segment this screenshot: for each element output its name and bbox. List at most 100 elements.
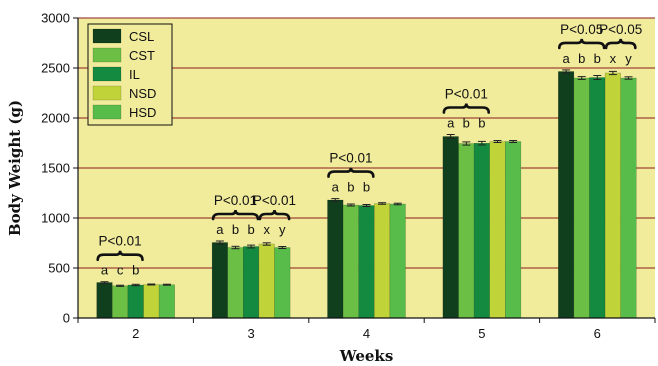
significance-brace [442,103,490,114]
significance-brace [258,209,291,221]
legend-swatch [92,47,122,63]
error-bar [393,202,402,206]
bar [327,199,344,319]
significance-brace [604,38,637,50]
significance-letter: a [447,116,455,131]
y-tick-label: 2000 [41,111,70,126]
significance-brace [327,167,375,178]
bar [489,141,506,319]
bar [274,247,291,319]
legend-swatch [92,66,122,82]
y-tick-label: 500 [48,261,70,276]
error-bar [346,203,355,207]
error-bar [462,141,471,146]
y-tick-label: 0 [63,311,70,326]
p-value-label: P<0.01 [214,193,257,208]
error-bar [247,244,256,249]
y-tick-label: 1000 [41,211,70,226]
error-bar [509,140,518,143]
significance-letter: b [363,180,370,195]
significance-letter: y [279,222,286,237]
x-tick-label: 5 [478,326,485,341]
significance-letter: b [347,180,354,195]
significance-letter: a [101,263,109,278]
error-bar [116,284,125,287]
bar [127,284,144,319]
bar [243,246,260,319]
legend-label: IL [129,67,140,82]
legend-label: HSD [129,105,156,120]
y-tick-label: 2500 [41,61,70,76]
significance-letter: a [562,51,570,66]
significance-brace [96,250,144,261]
x-tick-label: 6 [594,326,601,341]
p-value-label: P<0.05 [560,22,603,37]
bar [604,72,621,319]
bar [112,285,129,319]
p-value-label: P<0.01 [253,193,296,208]
p-value-label: P<0.01 [99,234,142,249]
bar [620,77,637,319]
significance-letter: b [247,222,254,237]
x-tick-label: 3 [247,326,254,341]
significance-letter: b [232,222,239,237]
error-bar [278,246,287,249]
bar [158,284,175,319]
bar [442,136,459,319]
error-bar [493,140,502,143]
error-bar [215,240,224,245]
significance-letter: x [263,222,270,237]
bar [211,242,228,319]
bar [342,204,359,319]
y-tick-label: 1500 [41,161,70,176]
legend-swatch [92,104,122,120]
error-bar [624,76,633,80]
error-bar [378,202,387,205]
error-bar [147,283,156,286]
error-bar [262,242,271,246]
legend-label: CSL [129,29,154,44]
error-bar [100,281,109,284]
bar [505,141,522,319]
y-axis-title: Body Weight (g) [6,100,24,236]
significance-letter: b [478,116,485,131]
bar [227,247,244,319]
legend-label: NSD [129,86,156,101]
significance-brace [211,209,260,221]
error-bar [477,140,486,146]
bar [258,243,275,319]
bar [573,77,590,319]
error-bar [162,283,171,286]
axes: 0 500 1000 1500 2000 2500 3000 2 3 4 5 6 [41,11,656,341]
significance-letter: a [332,180,340,195]
legend: CSL CST IL NSD HSD [87,23,173,126]
significance-letter: c [117,263,124,278]
significance-letter: a [216,222,224,237]
y-tick-label: 3000 [41,11,70,26]
error-bar [131,283,140,287]
significance-brace [558,38,606,50]
error-bar [331,198,340,202]
error-bar [577,76,586,80]
significance-letter: y [625,51,632,66]
bar [473,142,490,319]
significance-letter: b [578,51,585,66]
x-tick-label: 2 [132,326,139,341]
legend-swatch [92,85,122,101]
p-value-label: P<0.01 [445,87,488,102]
bar [589,77,606,319]
bar [458,143,475,319]
bar [96,282,113,319]
p-value-label: P<0.01 [329,151,372,166]
p-value-label: P<0.05 [599,22,642,37]
significance-letter: b [132,263,139,278]
bar [389,203,406,319]
x-tick-label: 4 [363,326,370,341]
bar [558,71,575,319]
error-bar [562,69,571,74]
bar [143,284,160,319]
error-bar [362,204,371,207]
annotations: a c ba b b x ya b ba b ba b b x yP<0.01P<0.01P<0.01P<0… [96,22,642,278]
significance-letter: b [594,51,601,66]
